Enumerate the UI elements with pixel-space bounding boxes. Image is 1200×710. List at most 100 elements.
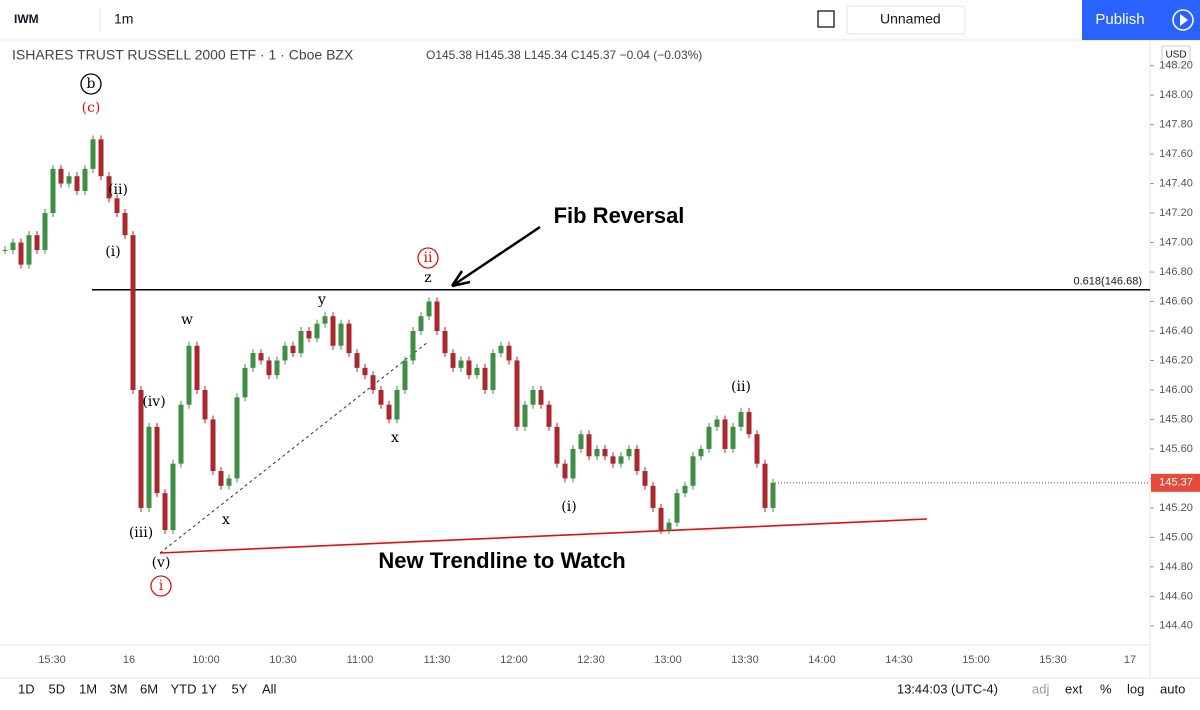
candle [490,353,496,390]
chart-option[interactable]: auto [1160,681,1185,696]
candle [106,176,112,199]
annotation: (c) [82,100,101,116]
candle [570,448,576,479]
x-tick-label: 16 [123,654,135,666]
publish-label[interactable]: Publish [1095,11,1144,28]
candle [338,323,344,346]
annotation: (ii) [731,379,751,395]
legend-title: ISHARES TRUST RUSSELL 2000 ETF · 1 · Cbo… [12,47,354,63]
range-button[interactable]: 5D [49,681,66,696]
y-tick-label: 145.20 [1159,502,1193,514]
candle [138,389,144,508]
candle [402,360,408,390]
candle [58,168,64,184]
x-tick-label: 10:00 [192,654,220,666]
checkbox[interactable] [817,10,835,28]
y-tick-label: 146.00 [1159,384,1193,396]
x-tick-label: 14:30 [885,654,913,666]
publish-button[interactable] [1082,0,1166,40]
candle [722,419,728,449]
candle [290,345,296,354]
candle [698,448,704,457]
candle [42,213,48,250]
candle [162,493,168,531]
chart-option[interactable]: ext [1065,681,1083,696]
x-tick-label: 12:30 [577,654,605,666]
candle [2,249,8,251]
range-button[interactable]: 5Y [232,681,248,696]
annotation: z [424,270,431,286]
dashed-line [159,341,429,554]
candle [314,323,320,339]
candle [634,448,640,472]
y-tick-label: 145.80 [1159,413,1193,425]
annotation: (ii) [108,182,128,198]
range-button[interactable]: 3M [110,681,128,696]
chart-option[interactable]: log [1127,681,1144,696]
interval[interactable]: 1m [114,11,133,27]
symbol[interactable]: IWM [14,12,39,26]
toolbar [0,0,1200,40]
candle [146,426,152,508]
y-tick-label: 146.60 [1159,295,1193,307]
candle [82,168,88,191]
range-button[interactable]: 6M [140,681,158,696]
candle [498,345,504,354]
range-button[interactable]: 1D [18,681,35,696]
candle [450,353,456,368]
candle [674,493,680,523]
chart-option[interactable]: adj [1032,681,1049,696]
candle [466,360,472,376]
y-tick-label: 147.80 [1159,119,1193,131]
y-tick-label: 144.60 [1159,590,1193,602]
range-button[interactable]: All [262,681,277,696]
candle [602,448,608,457]
candle [434,301,440,331]
candle [170,463,176,531]
trendline [159,518,928,554]
candle [682,485,688,494]
candle [114,198,120,214]
candle [610,456,616,464]
candle [746,412,752,435]
candle [242,367,248,398]
candle [626,448,632,457]
candle [522,404,528,427]
candle [458,360,464,368]
y-tick-label: 146.80 [1159,266,1193,278]
candle [274,360,280,376]
range-button[interactable]: 1M [79,681,97,696]
candle [322,316,328,324]
annotation: b [87,76,96,92]
fib-label: 0.618(146.68) [1074,276,1143,288]
annotation: (v) [152,555,171,571]
x-tick-label: 17 [1124,654,1136,666]
candle [282,345,288,361]
candle [650,485,656,508]
y-tick-label: 147.40 [1159,177,1193,189]
annotation: (iv) [142,394,165,410]
annotation: ii [424,250,433,266]
candle [514,360,520,427]
change: −0.04 (−0.03%) [620,48,703,62]
candle [690,456,696,486]
clock: 13:44:03 (UTC-4) [897,681,998,696]
range-button[interactable]: 1Y [201,681,217,696]
layout-button[interactable] [846,5,966,35]
y-tick-label: 146.20 [1159,354,1193,366]
chart-option[interactable]: % [1100,681,1112,696]
candle [642,471,648,486]
x-tick-label: 15:30 [1039,654,1067,666]
candle [74,176,80,191]
layout-name[interactable]: Unnamed [880,11,941,27]
y-tick-label: 145.60 [1159,443,1193,455]
candle [538,389,544,405]
range-button[interactable]: YTD [171,681,197,696]
ohlc: O145.38 H145.38 L145.34 C145.37 −0.04 (−… [426,48,702,62]
candle [354,353,360,368]
candle [66,176,72,184]
x-tick-label: 13:00 [654,654,682,666]
open: O145.38 [426,48,472,62]
x-tick-label: 13:30 [731,654,759,666]
